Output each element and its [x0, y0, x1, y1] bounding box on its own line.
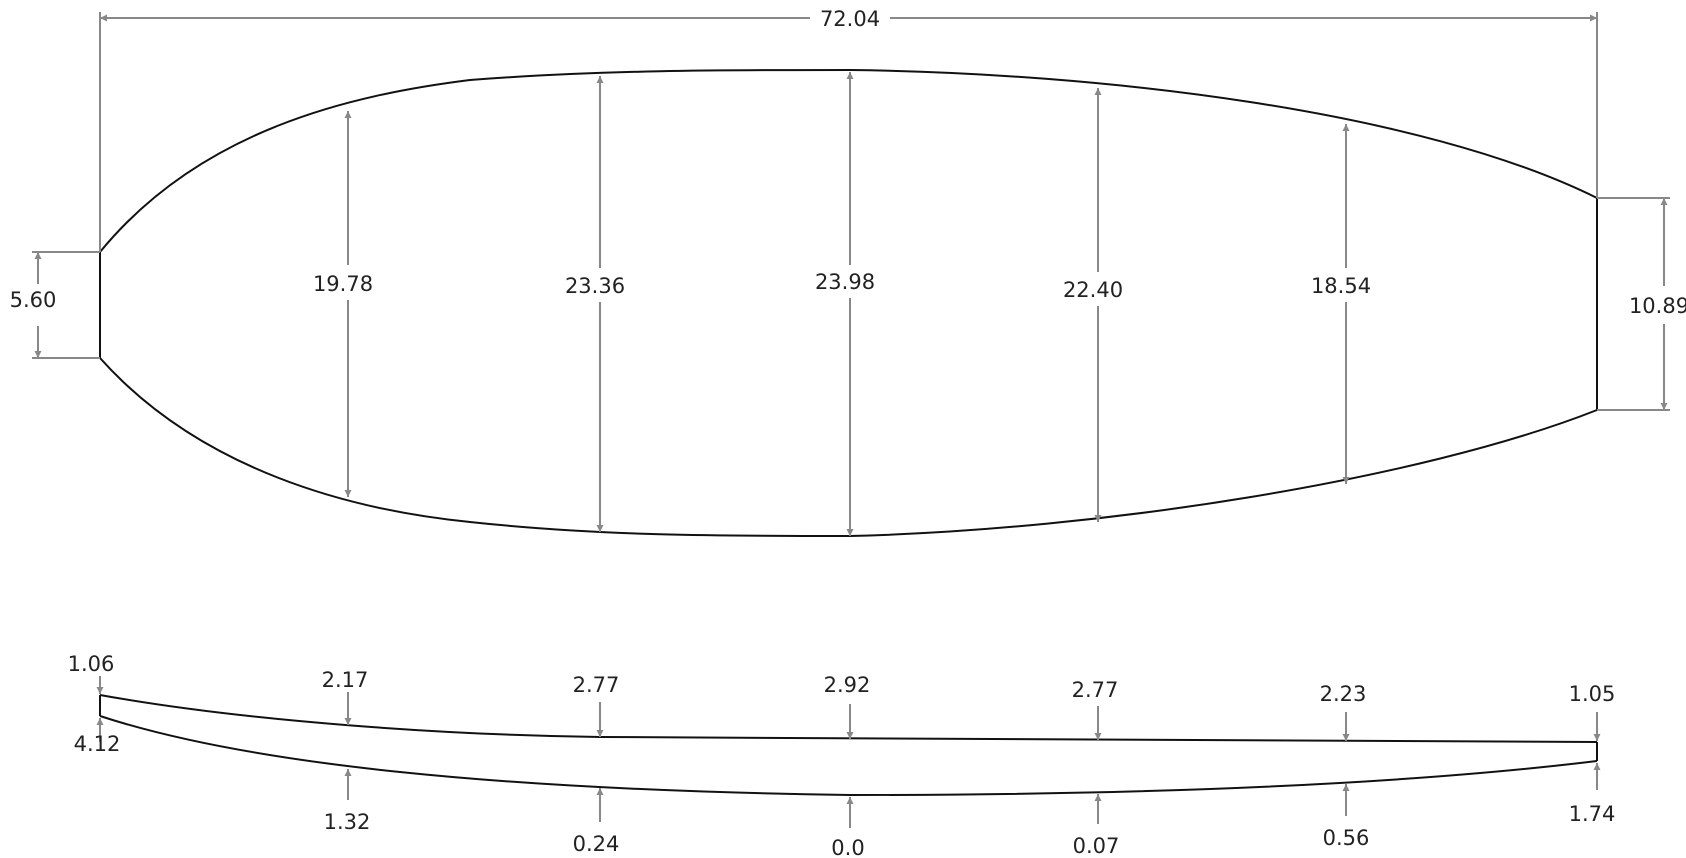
station-width-1-label: 19.78: [313, 272, 373, 296]
deck-station-1-label: 2.17: [322, 668, 369, 692]
bottom-measurement-1: 1.32: [324, 769, 371, 834]
deck-measurement-2: 2.77: [573, 673, 620, 737]
bottom-measurement-tail: 1.74: [1569, 763, 1616, 826]
bottom-measurement-5: 0.56: [1323, 784, 1370, 850]
plan-outline: [99, 68, 1598, 538]
nose-width-label: 5.60: [10, 288, 57, 312]
bottom-measurement-2: 0.24: [573, 788, 620, 856]
station-width-2-label: 23.36: [565, 274, 625, 298]
deck-line: [99, 694, 1598, 743]
profile-view: 1.06 2.17 2.77 2.92 2.77 2.23 1.05: [68, 652, 1616, 858]
deck-tail-label: 1.05: [1569, 682, 1616, 706]
station-width-2: 23.36: [565, 76, 625, 532]
deck-station-5-label: 2.23: [1320, 682, 1367, 706]
deck-station-4-label: 2.77: [1072, 678, 1119, 702]
bottom-tail-label: 1.74: [1569, 802, 1616, 826]
bottom-line: [99, 715, 1598, 797]
station-width-1: 19.78: [313, 111, 373, 497]
deck-station-2-label: 2.77: [573, 673, 620, 697]
deck-measurement-nose: 1.06: [68, 652, 115, 694]
station-width-3-label: 23.98: [815, 270, 875, 294]
bottom-station-2-label: 0.24: [573, 832, 620, 856]
deck-measurement-3: 2.92: [824, 673, 871, 739]
deck-measurement-tail: 1.05: [1569, 682, 1616, 741]
bottom-station-3-label: 0.0: [831, 836, 864, 858]
bottom-station-5-label: 0.56: [1323, 826, 1370, 850]
bottom-measurement-nose: 4.12: [74, 718, 121, 756]
station-width-4: 22.40: [1063, 88, 1123, 522]
station-width-5-label: 18.54: [1311, 274, 1371, 298]
tail-width-label: 10.89: [1629, 294, 1686, 318]
bottom-nose-label: 4.12: [74, 732, 121, 756]
deck-station-3-label: 2.92: [824, 673, 871, 697]
station-width-5: 18.54: [1311, 124, 1371, 484]
bottom-measurement-3: 0.0: [831, 797, 865, 858]
bottom-station-4-label: 0.07: [1073, 834, 1120, 858]
deck-measurement-1: 2.17: [322, 668, 369, 725]
bottom-station-1-label: 1.32: [324, 810, 371, 834]
station-width-4-label: 22.40: [1063, 278, 1123, 302]
deck-measurement-4: 2.77: [1072, 678, 1119, 740]
bottom-measurement-4: 0.07: [1073, 794, 1120, 858]
overall-length-label: 72.04: [820, 7, 880, 31]
plan-view: 72.04 5.60 10.89 19.78 23.36 23.98: [10, 7, 1686, 538]
station-width-3: 23.98: [815, 72, 875, 536]
deck-nose-label: 1.06: [68, 652, 115, 676]
deck-measurement-5: 2.23: [1320, 682, 1367, 741]
